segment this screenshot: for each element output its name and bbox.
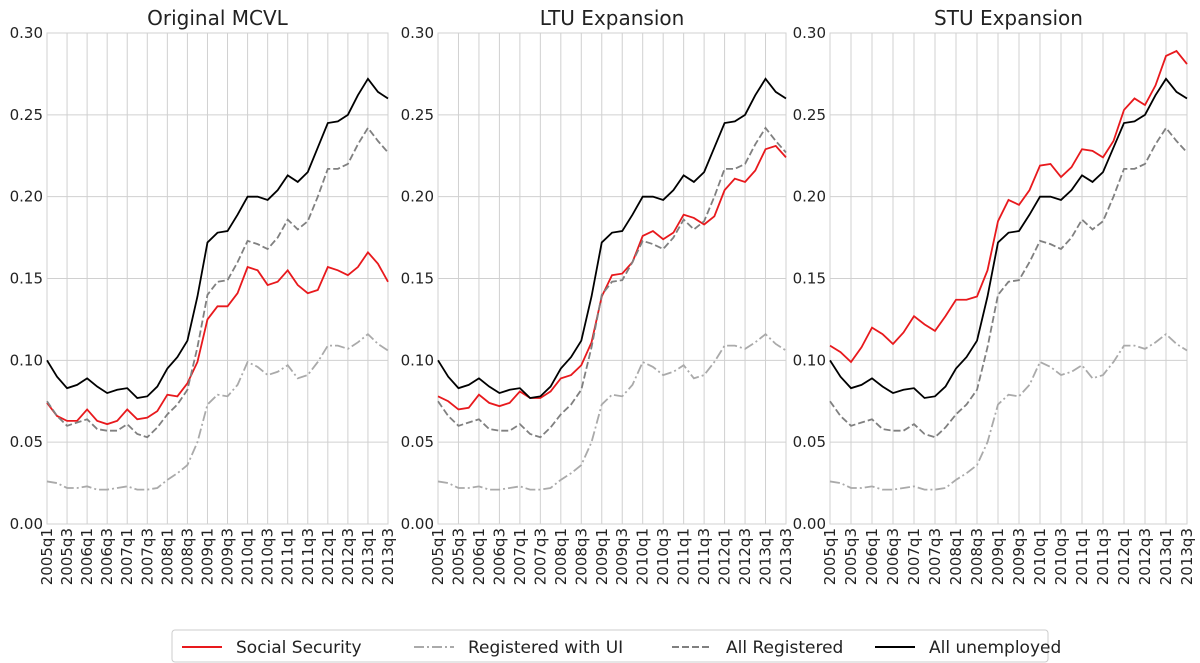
series-line (829, 49, 1188, 364)
x-tick-label: 2009q3 (613, 528, 631, 585)
chart-title: STU Expansion (934, 6, 1083, 30)
plot-frame (437, 32, 787, 525)
x-tick-label: 2010q1 (239, 528, 257, 585)
x-tick-label: 2012q1 (716, 528, 734, 585)
y-tick-label: 0.15 (10, 270, 43, 288)
y-tick-label: 0.00 (10, 515, 43, 533)
series-line (46, 332, 389, 491)
x-tick-label: 2013q3 (1178, 528, 1196, 585)
y-tick-label: 0.15 (793, 270, 826, 288)
x-tick-label: 2007q1 (118, 528, 136, 585)
x-tick-label: 2005q3 (842, 528, 860, 585)
y-tick-label: 0.10 (401, 351, 434, 369)
chart-title: Original MCVL (147, 6, 289, 30)
x-tick-label: 2013q3 (777, 528, 795, 585)
y-tick-label: 0.20 (10, 188, 43, 206)
x-tick-label: 2009q1 (593, 528, 611, 585)
series-line (829, 126, 1188, 439)
y-tick-label: 0.15 (401, 270, 434, 288)
x-tick-label: 2006q1 (78, 528, 96, 585)
y-tick-label: 0.25 (10, 106, 43, 124)
x-tick-label: 2013q1 (359, 528, 377, 585)
x-tick-label: 2009q1 (198, 528, 216, 585)
x-tick-label: 2006q3 (490, 528, 508, 585)
x-tick-label: 2012q1 (1115, 528, 1133, 585)
x-tick-label: 2005q1 (38, 528, 56, 585)
x-tick-label: 2008q3 (572, 528, 590, 585)
x-tick-label: 2006q3 (98, 528, 116, 585)
legend-label: All Registered (726, 638, 843, 658)
x-tick-label: 2010q1 (1031, 528, 1049, 585)
y-tick-label: 0.10 (10, 351, 43, 369)
x-tick-label: 2011q3 (1094, 528, 1112, 585)
x-tick-label: 2013q1 (757, 528, 775, 585)
x-tick-label: 2009q3 (219, 528, 237, 585)
x-tick-label: 2010q3 (1052, 528, 1070, 585)
y-tick-label: 0.05 (10, 433, 43, 451)
x-tick-label: 2011q3 (695, 528, 713, 585)
y-tick-label: 0.20 (793, 188, 826, 206)
series-line (437, 77, 787, 399)
x-tick-label: 2010q3 (259, 528, 277, 585)
y-tick-label: 0.05 (793, 433, 826, 451)
x-tick-label: 2007q3 (926, 528, 944, 585)
x-tick-label: 2009q1 (989, 528, 1007, 585)
y-tick-label: 0.25 (401, 106, 434, 124)
y-tick-label: 0.00 (401, 515, 434, 533)
x-tick-label: 2011q1 (279, 528, 297, 585)
x-tick-label: 2005q3 (58, 528, 76, 585)
x-tick-label: 2007q1 (511, 528, 529, 585)
x-tick-label: 2012q1 (319, 528, 337, 585)
series-line (437, 332, 787, 491)
x-tick-label: 2008q1 (158, 528, 176, 585)
x-tick-label: 2006q1 (863, 528, 881, 585)
x-tick-label: 2008q3 (178, 528, 196, 585)
plot-frame (46, 32, 389, 525)
x-tick-label: 2008q3 (968, 528, 986, 585)
y-tick-label: 0.30 (10, 24, 43, 42)
series-line (46, 126, 389, 439)
x-tick-label: 2010q3 (654, 528, 672, 585)
x-tick-label: 2011q1 (675, 528, 693, 585)
x-tick-label: 2006q1 (470, 528, 488, 585)
x-tick-label: 2005q1 (429, 528, 447, 585)
series-line (46, 250, 389, 426)
x-tick-label: 2012q3 (1136, 528, 1154, 585)
x-tick-label: 2011q3 (299, 528, 317, 585)
x-tick-label: 2008q1 (552, 528, 570, 585)
chart-title: LTU Expansion (540, 6, 685, 30)
x-tick-label: 2008q1 (947, 528, 965, 585)
x-tick-label: 2005q3 (449, 528, 467, 585)
y-tick-label: 0.05 (401, 433, 434, 451)
y-tick-label: 0.30 (793, 24, 826, 42)
y-tick-label: 0.10 (793, 351, 826, 369)
x-tick-label: 2012q3 (339, 528, 357, 585)
legend-label: Registered with UI (468, 638, 623, 658)
x-tick-label: 2007q3 (138, 528, 156, 585)
x-tick-label: 2006q3 (884, 528, 902, 585)
x-tick-label: 2010q1 (634, 528, 652, 585)
x-tick-label: 2009q3 (1010, 528, 1028, 585)
x-tick-label: 2013q3 (379, 528, 397, 585)
legend-box (171, 629, 1049, 663)
x-tick-label: 2011q1 (1073, 528, 1091, 585)
y-tick-label: 0.30 (401, 24, 434, 42)
y-tick-label: 0.00 (793, 515, 826, 533)
x-tick-label: 2013q1 (1157, 528, 1175, 585)
x-tick-label: 2012q3 (736, 528, 754, 585)
series-line (46, 77, 389, 399)
series-line (437, 126, 787, 439)
plot-frame (829, 32, 1188, 525)
legend-label: Social Security (236, 638, 362, 658)
series-line (437, 144, 787, 411)
y-tick-label: 0.20 (401, 188, 434, 206)
legend-label: All unemployed (929, 638, 1061, 658)
x-tick-label: 2007q1 (905, 528, 923, 585)
y-tick-label: 0.25 (793, 106, 826, 124)
x-tick-label: 2007q3 (531, 528, 549, 585)
series-line (829, 332, 1188, 491)
series-line (829, 77, 1188, 399)
x-tick-label: 2005q1 (821, 528, 839, 585)
